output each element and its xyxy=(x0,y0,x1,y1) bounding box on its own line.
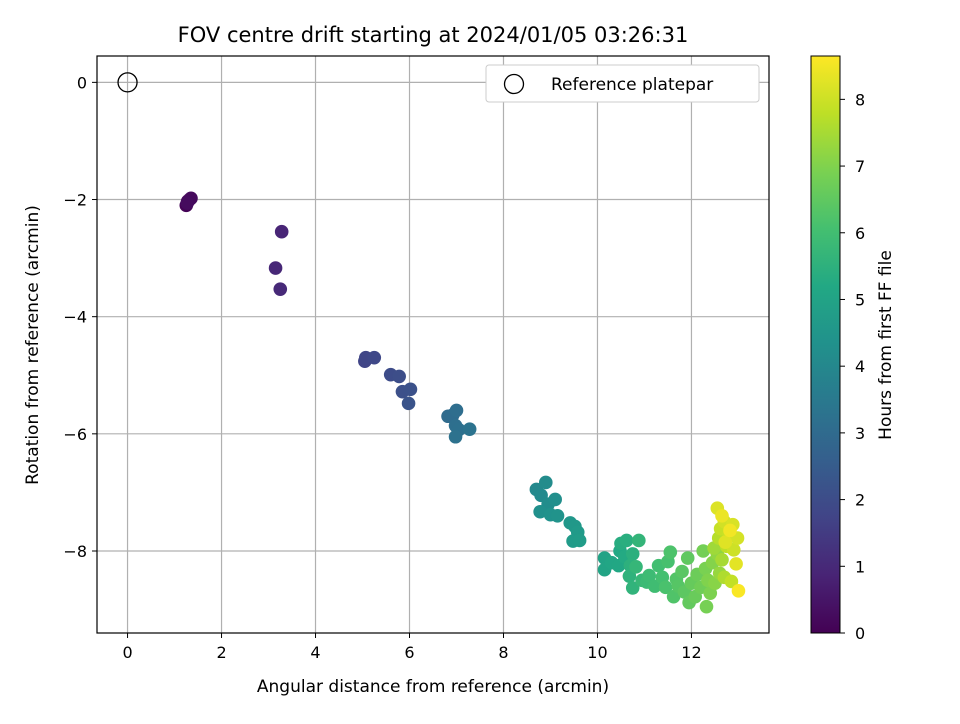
data-point xyxy=(449,403,464,418)
data-point xyxy=(273,282,288,296)
x-tick-label: 6 xyxy=(404,643,414,662)
x-tick-label: 4 xyxy=(310,643,320,662)
data-point xyxy=(632,533,646,548)
data-point xyxy=(548,492,562,507)
x-axis-ticks: 0 2 4 6 8 10 12 xyxy=(122,633,702,662)
data-point xyxy=(625,581,640,595)
y-tick-label: −2 xyxy=(63,191,87,210)
y-tick-label: −4 xyxy=(63,308,87,327)
data-point xyxy=(696,544,711,558)
data-point xyxy=(462,422,477,436)
x-tick-label: 12 xyxy=(681,643,701,662)
data-point xyxy=(718,535,733,550)
data-point xyxy=(533,504,547,519)
y-axis-ticks: 0 −2 −4 −6 −8 xyxy=(63,73,97,561)
data-point xyxy=(715,509,729,523)
data-point xyxy=(550,509,565,523)
y-tick-label: −6 xyxy=(63,425,87,444)
colorbar-label: Hours from first FF file xyxy=(876,250,896,440)
data-point xyxy=(448,429,463,444)
legend: Reference platepar xyxy=(485,64,760,103)
x-tick-label: 0 xyxy=(122,643,132,662)
colorbar-tick-label: 0 xyxy=(855,624,865,643)
data-point xyxy=(658,580,673,595)
data-point xyxy=(731,584,746,598)
data-point xyxy=(699,599,714,614)
data-point xyxy=(401,396,416,411)
x-axis-label: Angular distance from reference (arcmin) xyxy=(257,677,609,697)
y-axis-label: Rotation from reference (arcmin) xyxy=(23,205,43,485)
data-point xyxy=(403,382,418,397)
colorbar-tick-label: 4 xyxy=(855,357,865,376)
data-point xyxy=(572,533,587,548)
data-point xyxy=(367,350,382,365)
data-point xyxy=(268,261,283,275)
data-point xyxy=(274,224,289,239)
y-tick-label: 0 xyxy=(77,73,87,92)
data-point xyxy=(675,564,689,579)
data-point xyxy=(642,568,656,583)
data-point xyxy=(538,475,553,490)
x-tick-label: 2 xyxy=(216,643,226,662)
x-tick-label: 10 xyxy=(587,643,607,662)
data-point xyxy=(724,574,739,589)
data-point xyxy=(663,545,678,559)
colorbar-tick-label: 2 xyxy=(855,491,865,510)
data-point xyxy=(723,523,737,538)
data-point xyxy=(666,589,681,604)
y-tick-label: −8 xyxy=(63,542,87,561)
legend-marker xyxy=(503,73,525,95)
colorbar-tick-label: 8 xyxy=(855,90,865,109)
data-point xyxy=(619,533,634,548)
reference-point-marker xyxy=(117,72,138,93)
data-point xyxy=(625,547,640,561)
data-point xyxy=(680,551,695,565)
data-point xyxy=(392,369,406,384)
colorbar: 0 1 2 3 4 5 6 7 8 Hours from first FF file xyxy=(810,55,896,643)
data-point xyxy=(715,552,729,567)
colorbar-tick-label: 3 xyxy=(855,424,865,443)
legend-entry-reference: Reference platepar xyxy=(551,75,713,95)
colorbar-tick-label: 5 xyxy=(855,290,865,309)
data-point xyxy=(629,560,643,574)
reference-marker-layer xyxy=(117,72,138,93)
colorbar-gradient xyxy=(810,55,841,634)
data-point xyxy=(729,557,743,571)
colorbar-ticks: 0 1 2 3 4 5 6 7 8 xyxy=(840,90,865,643)
colorbar-tick-label: 1 xyxy=(855,557,865,576)
plot-frame xyxy=(96,55,770,634)
grid-lines xyxy=(97,56,769,633)
data-points xyxy=(179,191,746,614)
colorbar-tick-label: 7 xyxy=(855,157,865,176)
chart-title: FOV centre drift starting at 2024/01/05 … xyxy=(178,23,689,47)
colorbar-tick-label: 6 xyxy=(855,224,865,243)
data-point xyxy=(180,196,195,210)
legend-box xyxy=(485,64,760,103)
x-tick-label: 8 xyxy=(498,643,508,662)
